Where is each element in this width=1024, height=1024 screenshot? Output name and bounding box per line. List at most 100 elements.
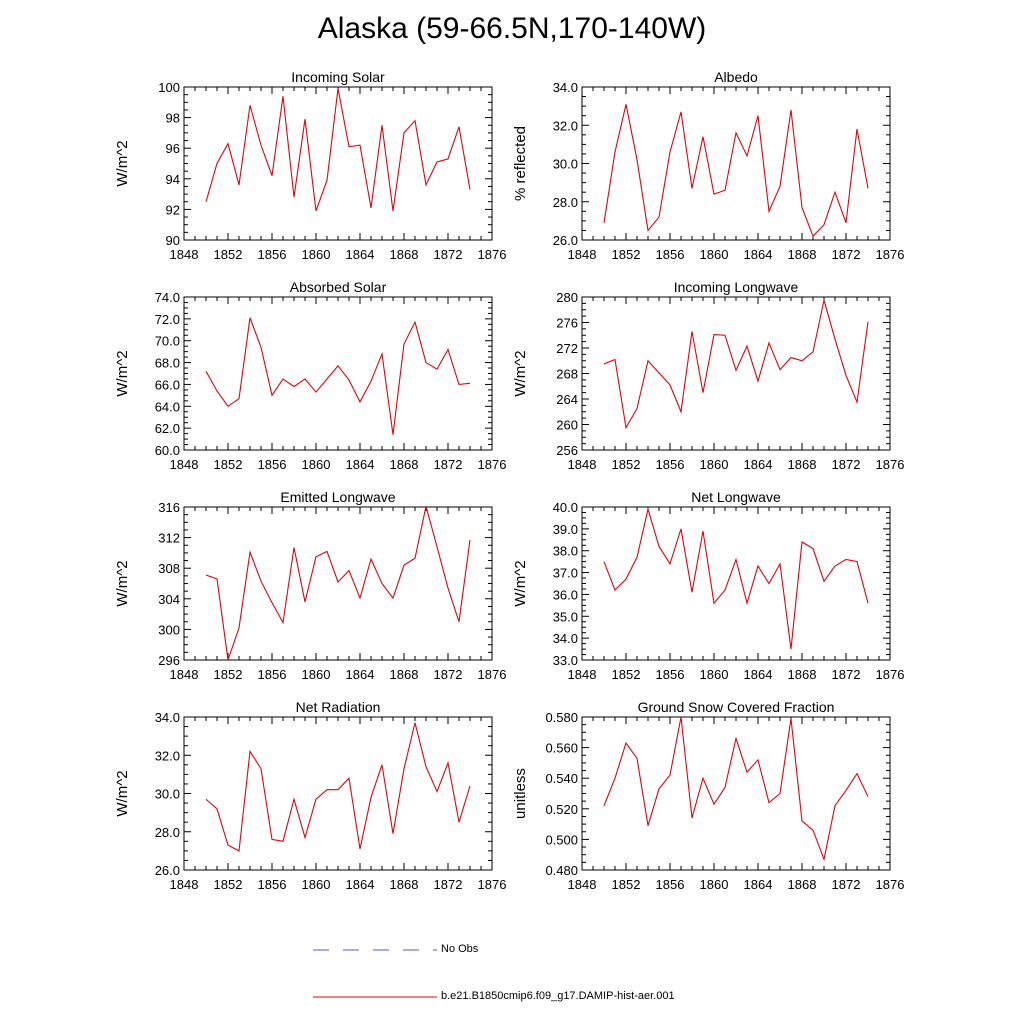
x-tick-label: 1868 xyxy=(788,457,817,472)
x-tick-label: 1868 xyxy=(390,457,419,472)
x-tick-label: 1876 xyxy=(478,667,507,682)
x-tick-label: 1864 xyxy=(346,877,375,892)
x-tick-label: 1852 xyxy=(214,667,243,682)
y-tick-label: 30.0 xyxy=(155,787,180,802)
y-tick-label: 72.0 xyxy=(155,312,180,327)
y-tick-label: 74.0 xyxy=(155,290,180,305)
y-tick-label: 304 xyxy=(158,592,180,607)
y-tick-label: 70.0 xyxy=(155,334,180,349)
y-tick-label: 312 xyxy=(158,531,180,546)
x-tick-label: 1864 xyxy=(346,667,375,682)
y-tick-label: 34.0 xyxy=(553,80,578,95)
chart-panel-3: 1848 1852 1856 1860 1864 1868 1872 1876 60.0 62.0… xyxy=(114,279,506,472)
series-line-1 xyxy=(205,506,471,661)
x-tick-label: 1868 xyxy=(390,247,419,262)
y-tick-label: 26.0 xyxy=(155,863,180,878)
x-tick-label: 1856 xyxy=(258,247,287,262)
legend-label-model: b.e21.B1850cmip6.f09_g17.DAMIP-hist-aer.… xyxy=(441,990,675,1002)
x-tick-label: 1852 xyxy=(214,457,243,472)
plot-frame xyxy=(581,506,891,661)
y-axis-label: W/m^2 xyxy=(512,350,529,396)
y-tick-label: 30.0 xyxy=(553,157,578,172)
y-tick-label: 35.0 xyxy=(553,609,578,624)
panel-title: Net Longwave xyxy=(691,489,781,505)
y-tick-label: 94 xyxy=(166,172,180,187)
y-tick-label: 276 xyxy=(556,316,578,331)
panel-title: Incoming Longwave xyxy=(674,279,799,295)
y-tick-label: 33.0 xyxy=(553,653,578,668)
y-tick-label: 316 xyxy=(158,500,180,515)
x-tick-label: 1860 xyxy=(302,457,331,472)
panel-title: Ground Snow Covered Fraction xyxy=(638,699,835,715)
x-tick-label: 1860 xyxy=(302,247,331,262)
y-tick-label: 34.0 xyxy=(553,631,578,646)
x-tick-label: 1860 xyxy=(700,457,729,472)
y-tick-label: 40.0 xyxy=(553,500,578,515)
series-line-1 xyxy=(603,507,869,650)
x-tick-label: 1860 xyxy=(700,667,729,682)
x-tick-label: 1852 xyxy=(612,667,641,682)
y-tick-label: 100 xyxy=(158,80,180,95)
y-axis-label: unitless xyxy=(512,768,529,819)
y-axis-label: W/m^2 xyxy=(114,560,131,606)
x-tick-label: 1868 xyxy=(390,667,419,682)
chart-panel-8: 1848 1852 1856 1860 1864 1868 1872 1876 0.480 0.5… xyxy=(512,699,904,892)
x-tick-label: 1848 xyxy=(568,877,597,892)
x-tick-label: 1856 xyxy=(258,457,287,472)
x-tick-label: 1864 xyxy=(346,247,375,262)
y-tick-label: 60.0 xyxy=(155,443,180,458)
x-tick-label: 1856 xyxy=(656,667,685,682)
y-tick-label: 268 xyxy=(556,367,578,382)
x-tick-label: 1848 xyxy=(170,247,199,262)
x-tick-label: 1864 xyxy=(346,457,375,472)
x-tick-label: 1852 xyxy=(214,247,243,262)
x-tick-label: 1852 xyxy=(612,877,641,892)
y-tick-label: 0.520 xyxy=(545,802,578,817)
panel-title: Albedo xyxy=(714,69,758,85)
y-tick-label: 92 xyxy=(166,202,180,217)
x-tick-label: 1876 xyxy=(876,457,905,472)
chart-panel-4: 1848 1852 1856 1860 1864 1868 1872 1876 256 260 26… xyxy=(512,279,904,472)
y-tick-label: 28.0 xyxy=(155,825,180,840)
plot-frame xyxy=(581,296,891,451)
x-tick-label: 1872 xyxy=(832,877,861,892)
x-tick-label: 1848 xyxy=(568,667,597,682)
x-tick-label: 1856 xyxy=(258,877,287,892)
y-tick-label: 26.0 xyxy=(553,233,578,248)
series-line-1 xyxy=(603,104,869,238)
x-tick-label: 1848 xyxy=(170,457,199,472)
y-tick-label: 0.560 xyxy=(545,741,578,756)
x-tick-label: 1856 xyxy=(656,877,685,892)
series-line-1 xyxy=(205,88,471,212)
panel-title: Incoming Solar xyxy=(291,69,385,85)
x-tick-label: 1852 xyxy=(612,457,641,472)
y-tick-label: 280 xyxy=(556,290,578,305)
chart-panel-1: 1848 1852 1856 1860 1864 1868 1872 1876 90 92 94 96… xyxy=(114,69,506,262)
series-line-1 xyxy=(603,300,869,430)
x-tick-label: 1848 xyxy=(170,667,199,682)
x-tick-label: 1848 xyxy=(170,877,199,892)
panel-title: Emitted Longwave xyxy=(280,489,395,505)
x-tick-label: 1872 xyxy=(434,247,463,262)
chart-panel-2: 1848 1852 1856 1860 1864 1868 1872 1876 26.0 28.0… xyxy=(512,69,904,262)
y-tick-label: 0.540 xyxy=(545,771,578,786)
x-tick-label: 1856 xyxy=(656,247,685,262)
x-tick-label: 1860 xyxy=(302,877,331,892)
plot-frame xyxy=(183,506,493,661)
x-tick-label: 1864 xyxy=(744,667,773,682)
y-tick-label: 64.0 xyxy=(155,399,180,414)
plot-frame xyxy=(183,86,493,241)
plot-frame xyxy=(183,716,493,871)
x-tick-label: 1860 xyxy=(700,247,729,262)
x-tick-label: 1852 xyxy=(612,247,641,262)
y-tick-label: 98 xyxy=(166,111,180,126)
x-tick-label: 1848 xyxy=(568,247,597,262)
y-tick-label: 39.0 xyxy=(553,522,578,537)
chart-panel-6: 1848 1852 1856 1860 1864 1868 1872 1876 33.0 34.0… xyxy=(512,489,904,682)
x-tick-label: 1864 xyxy=(744,457,773,472)
x-tick-label: 1848 xyxy=(568,457,597,472)
y-tick-label: 37.0 xyxy=(553,566,578,581)
y-tick-label: 62.0 xyxy=(155,421,180,436)
panel-title: Absorbed Solar xyxy=(290,279,387,295)
y-tick-label: 272 xyxy=(556,341,578,356)
